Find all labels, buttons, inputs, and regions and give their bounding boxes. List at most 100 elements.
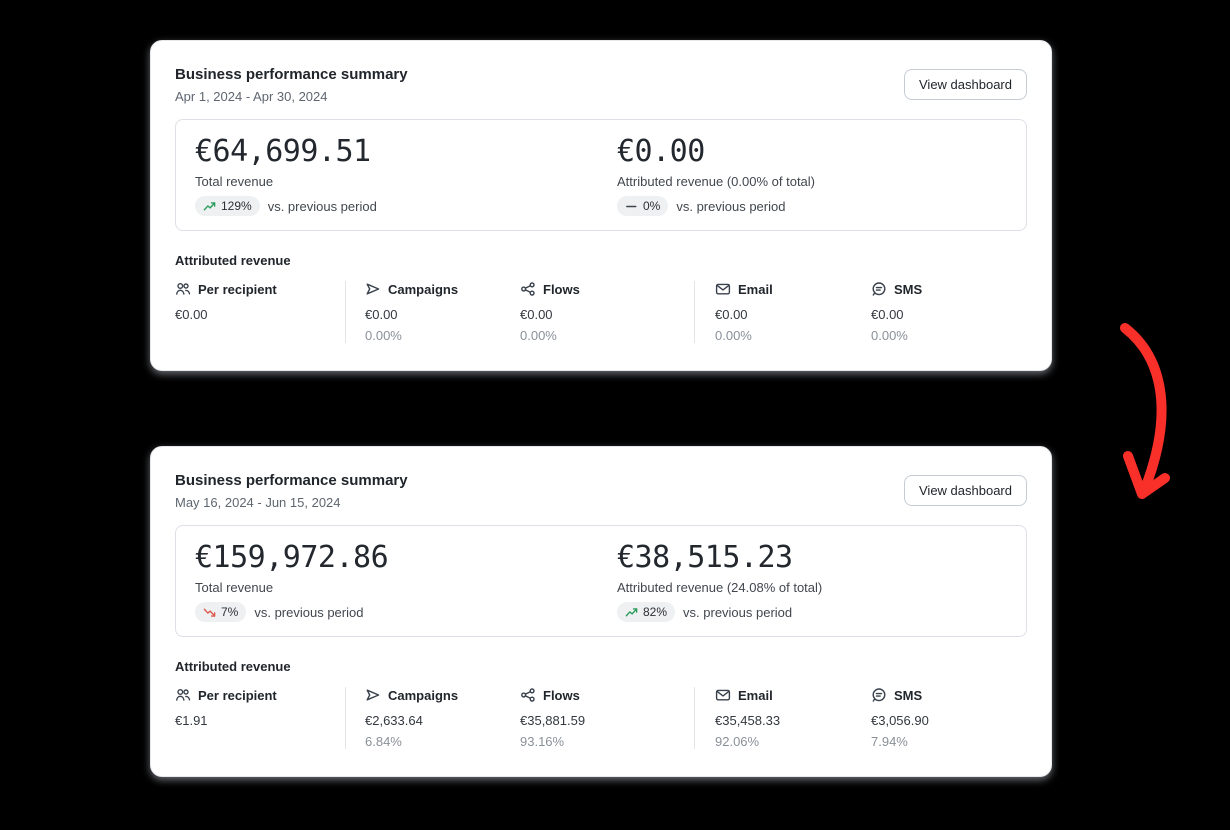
trend-badge: 0% bbox=[617, 196, 669, 216]
attributed-revenue-breakdown: Per recipient €1.91 Campaigns €2,633.64 … bbox=[175, 687, 1027, 749]
trend-badge: 7% bbox=[195, 602, 247, 622]
date-range: May 16, 2024 - Jun 15, 2024 bbox=[175, 495, 341, 510]
attributed-revenue-comparison: 0% vs. previous period bbox=[617, 196, 1026, 216]
total-revenue-comparison: 7% vs. previous period bbox=[195, 602, 617, 622]
per-recipient-icon bbox=[175, 687, 191, 703]
breakdown-col-flows: Flows €0.00 0.00% bbox=[520, 281, 694, 344]
attributed-revenue-stat: €0.00 Attributed revenue (0.00% of total… bbox=[617, 135, 1026, 216]
col-label: Per recipient bbox=[198, 687, 277, 703]
trend-change-value: 7% bbox=[221, 605, 239, 619]
col-label: Campaigns bbox=[388, 281, 459, 297]
col-value: €35,458.33 bbox=[715, 713, 781, 728]
trend-change-value: 129% bbox=[221, 199, 252, 213]
breakdown-col-email: Email €0.00 0.00% bbox=[694, 281, 871, 343]
business-performance-card: Business performance summary May 16, 202… bbox=[150, 446, 1052, 777]
card-title-block: Business performance summary Apr 1, 2024… bbox=[175, 66, 408, 104]
total-revenue-amount: €64,699.51 bbox=[195, 134, 371, 169]
breakdown-col-sms: SMS €0.00 0.00% bbox=[871, 281, 1027, 344]
col-percent: 7.94% bbox=[871, 734, 908, 749]
total-revenue-label: Total revenue bbox=[195, 580, 274, 595]
col-label: SMS bbox=[894, 281, 923, 297]
card-title-block: Business performance summary May 16, 202… bbox=[175, 472, 408, 510]
comparison-text: vs. previous period bbox=[683, 604, 793, 620]
col-value: €35,881.59 bbox=[520, 713, 586, 728]
flows-icon bbox=[520, 281, 536, 297]
attributed-revenue-amount: €0.00 bbox=[617, 134, 705, 169]
attributed-revenue-stat: €38,515.23 Attributed revenue (24.08% of… bbox=[617, 541, 1026, 622]
col-percent: 93.16% bbox=[520, 734, 565, 749]
card-header: Business performance summary May 16, 202… bbox=[175, 472, 1027, 510]
breakdown-col-per-recipient: Per recipient €0.00 bbox=[175, 281, 345, 343]
trend-change-value: 0% bbox=[643, 199, 661, 213]
col-value: €3,056.90 bbox=[871, 713, 929, 728]
col-header: Per recipient bbox=[175, 687, 345, 703]
col-header: Flows bbox=[520, 687, 694, 703]
col-label: Per recipient bbox=[198, 281, 277, 297]
flows-icon bbox=[520, 687, 536, 703]
trend-badge: 82% bbox=[617, 602, 676, 622]
col-value: €0.00 bbox=[520, 307, 553, 322]
breakdown-col-campaigns: Campaigns €2,633.64 6.84% bbox=[345, 687, 520, 749]
col-percent bbox=[175, 328, 345, 343]
col-percent: 0.00% bbox=[871, 328, 908, 343]
view-dashboard-button[interactable]: View dashboard bbox=[904, 69, 1027, 100]
attributed-revenue-label: Attributed revenue (24.08% of total) bbox=[617, 580, 823, 595]
breakdown-col-campaigns: Campaigns €0.00 0.00% bbox=[345, 281, 520, 343]
trend-flat-icon bbox=[625, 200, 638, 213]
col-header: Flows bbox=[520, 281, 694, 297]
sms-icon bbox=[871, 687, 887, 703]
col-value: €0.00 bbox=[715, 307, 748, 322]
col-label: Campaigns bbox=[388, 687, 459, 703]
col-header: Email bbox=[715, 281, 871, 297]
col-percent: 0.00% bbox=[365, 328, 402, 343]
attributed-revenue-amount: €38,515.23 bbox=[617, 540, 793, 575]
card-header: Business performance summary Apr 1, 2024… bbox=[175, 66, 1027, 104]
date-range: Apr 1, 2024 - Apr 30, 2024 bbox=[175, 89, 328, 104]
col-header: Campaigns bbox=[365, 281, 520, 297]
col-value: €0.00 bbox=[871, 307, 904, 322]
sms-icon bbox=[871, 281, 887, 297]
col-value: €0.00 bbox=[365, 307, 398, 322]
total-revenue-stat: €64,699.51 Total revenue 129% vs. previo… bbox=[195, 135, 617, 216]
trend-change-value: 82% bbox=[643, 605, 668, 619]
attributed-revenue-heading: Attributed revenue bbox=[175, 659, 291, 674]
col-label: Flows bbox=[543, 687, 580, 703]
col-header: Campaigns bbox=[365, 687, 520, 703]
card-title: Business performance summary bbox=[175, 472, 408, 489]
breakdown-col-flows: Flows €35,881.59 93.16% bbox=[520, 687, 694, 750]
col-label: Email bbox=[738, 281, 773, 297]
campaigns-icon bbox=[365, 281, 381, 297]
view-dashboard-button[interactable]: View dashboard bbox=[904, 475, 1027, 506]
breakdown-col-email: Email €35,458.33 92.06% bbox=[694, 687, 871, 749]
red-curved-arrow-annotation bbox=[1120, 323, 1170, 499]
revenue-summary-panel: €64,699.51 Total revenue 129% vs. previo… bbox=[175, 119, 1027, 231]
col-label: Flows bbox=[543, 281, 580, 297]
comparison-text: vs. previous period bbox=[676, 198, 786, 214]
comparison-text: vs. previous period bbox=[267, 198, 377, 214]
trend-down-icon bbox=[203, 606, 216, 619]
col-percent: 6.84% bbox=[365, 734, 402, 749]
campaigns-icon bbox=[365, 687, 381, 703]
attributed-revenue-comparison: 82% vs. previous period bbox=[617, 602, 1026, 622]
breakdown-col-sms: SMS €3,056.90 7.94% bbox=[871, 687, 1027, 750]
col-label: Email bbox=[738, 687, 773, 703]
col-percent: 0.00% bbox=[715, 328, 752, 343]
business-performance-card: Business performance summary Apr 1, 2024… bbox=[150, 40, 1052, 371]
total-revenue-comparison: 129% vs. previous period bbox=[195, 196, 617, 216]
col-value: €1.91 bbox=[175, 713, 208, 728]
total-revenue-label: Total revenue bbox=[195, 174, 274, 189]
attributed-revenue-label: Attributed revenue (0.00% of total) bbox=[617, 174, 816, 189]
col-header: Email bbox=[715, 687, 871, 703]
total-revenue-amount: €159,972.86 bbox=[195, 540, 389, 575]
revenue-summary-panel: €159,972.86 Total revenue 7% vs. previou… bbox=[175, 525, 1027, 637]
card-title: Business performance summary bbox=[175, 66, 408, 83]
email-icon bbox=[715, 281, 731, 297]
breakdown-col-per-recipient: Per recipient €1.91 bbox=[175, 687, 345, 749]
trend-badge: 129% bbox=[195, 196, 260, 216]
attributed-revenue-heading: Attributed revenue bbox=[175, 253, 291, 268]
trend-up-icon bbox=[625, 606, 638, 619]
col-header: SMS bbox=[871, 281, 1027, 297]
comparison-text: vs. previous period bbox=[254, 604, 364, 620]
total-revenue-stat: €159,972.86 Total revenue 7% vs. previou… bbox=[195, 541, 617, 622]
col-label: SMS bbox=[894, 687, 923, 703]
